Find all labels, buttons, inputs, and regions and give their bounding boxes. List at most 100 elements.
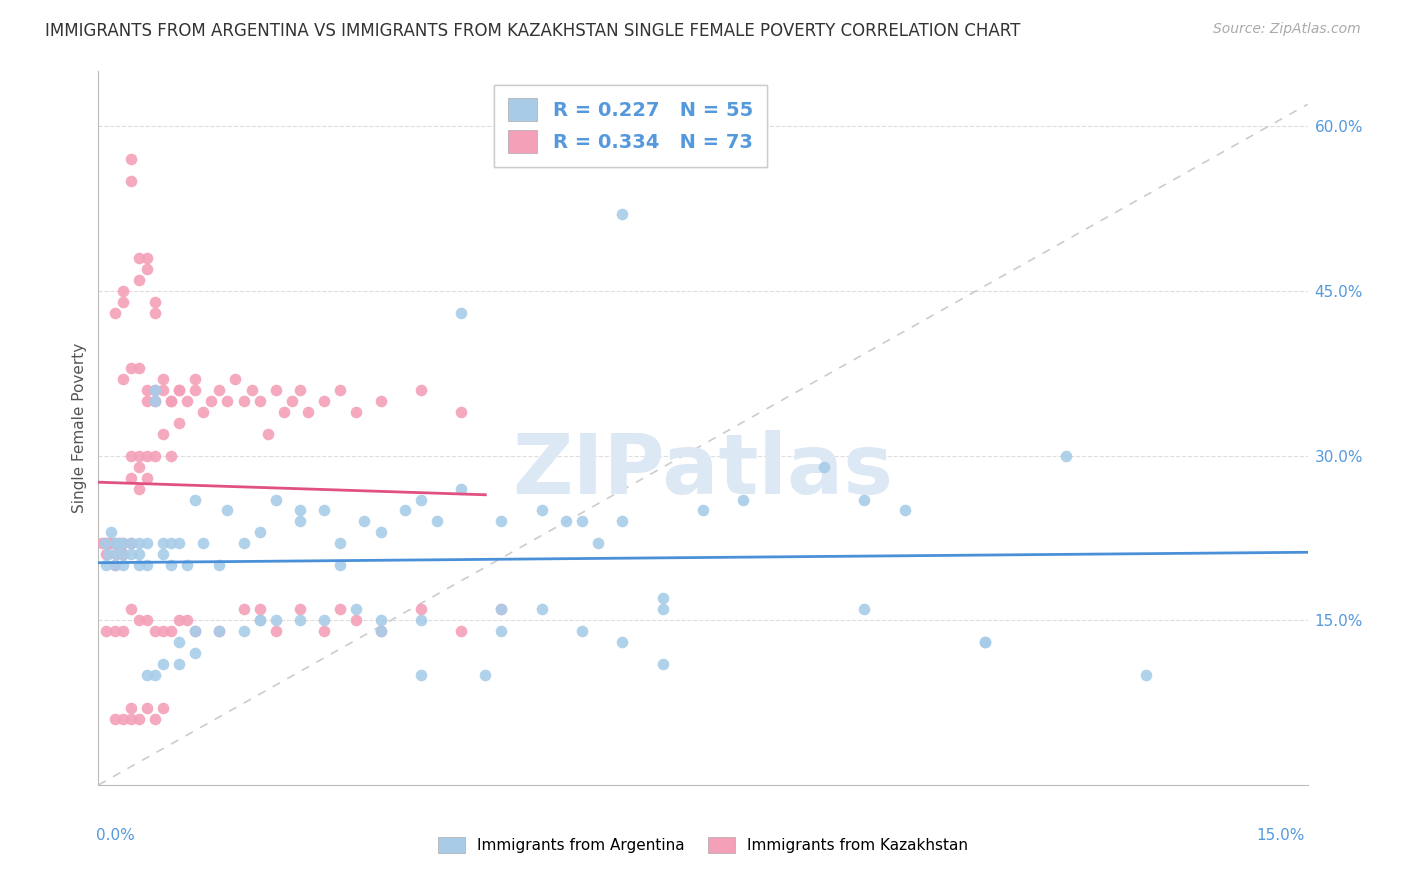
- Point: [160, 558, 183, 573]
- Point: [135, 558, 157, 573]
- Point: [208, 624, 231, 639]
- Point: [120, 152, 142, 166]
- Point: [120, 548, 142, 562]
- Point: [232, 536, 254, 550]
- Point: [143, 306, 166, 320]
- Point: [314, 613, 336, 627]
- Point: [184, 624, 207, 639]
- Point: [370, 624, 392, 639]
- Point: [571, 515, 593, 529]
- Point: [193, 405, 215, 419]
- Point: [297, 405, 319, 419]
- Point: [96, 624, 118, 639]
- Point: [143, 712, 166, 726]
- Point: [1054, 449, 1077, 463]
- Point: [264, 613, 287, 627]
- Point: [612, 635, 634, 649]
- Point: [232, 624, 254, 639]
- Point: [128, 548, 150, 562]
- Point: [733, 492, 755, 507]
- Point: [167, 416, 190, 430]
- Point: [111, 624, 134, 639]
- Point: [217, 393, 239, 408]
- Point: [288, 613, 311, 627]
- Point: [450, 624, 472, 639]
- Point: [103, 306, 125, 320]
- Point: [135, 383, 157, 397]
- Point: [314, 393, 336, 408]
- Point: [111, 536, 134, 550]
- Point: [217, 503, 239, 517]
- Point: [176, 613, 198, 627]
- Point: [135, 536, 157, 550]
- Point: [103, 558, 125, 573]
- Point: [167, 536, 190, 550]
- Point: [152, 372, 174, 386]
- Point: [105, 548, 128, 562]
- Point: [353, 515, 375, 529]
- Point: [103, 558, 125, 573]
- Point: [329, 383, 352, 397]
- Point: [586, 536, 609, 550]
- Point: [143, 294, 166, 309]
- Point: [152, 701, 174, 715]
- Point: [288, 515, 311, 529]
- Point: [370, 525, 392, 540]
- Point: [128, 558, 150, 573]
- Point: [853, 602, 876, 616]
- Point: [143, 624, 166, 639]
- Point: [344, 405, 367, 419]
- Text: 0.0%: 0.0%: [96, 828, 135, 843]
- Point: [128, 273, 150, 287]
- Point: [184, 646, 207, 660]
- Point: [612, 515, 634, 529]
- Point: [167, 383, 190, 397]
- Point: [491, 515, 513, 529]
- Point: [329, 602, 352, 616]
- Point: [370, 613, 392, 627]
- Point: [370, 393, 392, 408]
- Point: [128, 459, 150, 474]
- Point: [143, 393, 166, 408]
- Point: [160, 393, 183, 408]
- Point: [96, 558, 118, 573]
- Point: [135, 668, 157, 682]
- Point: [530, 503, 553, 517]
- Point: [128, 251, 150, 265]
- Point: [120, 360, 142, 375]
- Point: [571, 624, 593, 639]
- Point: [232, 393, 254, 408]
- Point: [135, 449, 157, 463]
- Point: [344, 602, 367, 616]
- Point: [450, 482, 472, 496]
- Point: [107, 536, 129, 550]
- Point: [474, 668, 496, 682]
- Point: [97, 548, 120, 562]
- Point: [264, 492, 287, 507]
- Point: [530, 602, 553, 616]
- Point: [103, 536, 125, 550]
- Point: [288, 602, 311, 616]
- Point: [135, 613, 157, 627]
- Point: [120, 449, 142, 463]
- Point: [120, 470, 142, 484]
- Point: [813, 459, 835, 474]
- Point: [97, 536, 120, 550]
- Point: [128, 536, 150, 550]
- Point: [160, 393, 183, 408]
- Point: [111, 548, 134, 562]
- Point: [208, 624, 231, 639]
- Point: [249, 602, 271, 616]
- Point: [184, 492, 207, 507]
- Point: [409, 613, 432, 627]
- Point: [135, 701, 157, 715]
- Point: [103, 536, 125, 550]
- Point: [111, 558, 134, 573]
- Point: [135, 470, 157, 484]
- Point: [160, 536, 183, 550]
- Point: [143, 668, 166, 682]
- Point: [281, 393, 304, 408]
- Point: [120, 701, 142, 715]
- Point: [200, 393, 222, 408]
- Point: [692, 503, 714, 517]
